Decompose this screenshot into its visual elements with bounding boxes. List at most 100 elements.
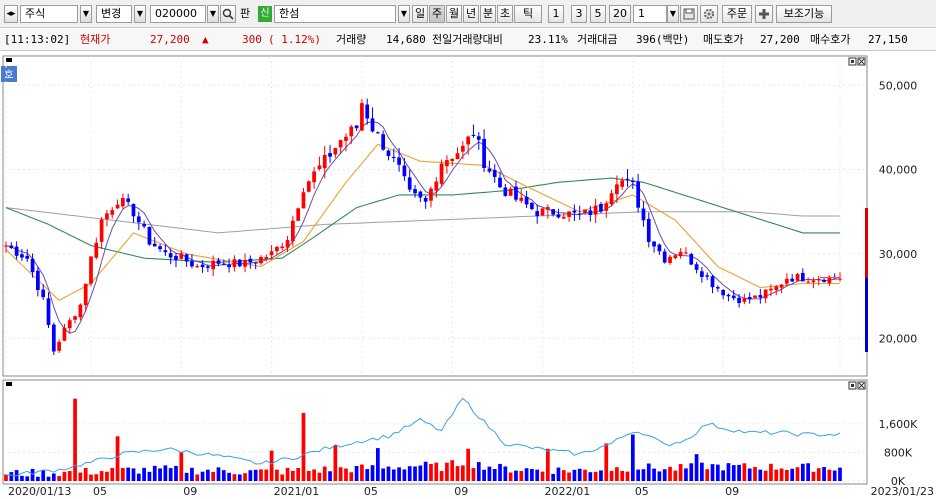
volume-bar xyxy=(296,468,301,481)
candle-body xyxy=(535,211,540,217)
volume-value: 14,680 xyxy=(386,33,426,46)
candle-body xyxy=(673,255,678,259)
candle xyxy=(445,155,449,174)
volume-bar xyxy=(163,465,168,481)
volume-bar xyxy=(646,463,651,481)
candle xyxy=(514,180,518,202)
volume-bar xyxy=(636,469,640,481)
volume-bar xyxy=(62,471,67,481)
time-tick-label: 05 xyxy=(635,485,649,498)
candle xyxy=(78,303,83,321)
candle-body xyxy=(445,160,449,167)
candle xyxy=(237,259,242,268)
candle xyxy=(572,204,577,222)
add-plus-icon[interactable] xyxy=(755,5,773,23)
code-dropdown-icon[interactable]: ▼ xyxy=(207,5,219,23)
gear-icon[interactable] xyxy=(700,5,718,23)
volume-bar xyxy=(795,467,800,481)
volume-bar xyxy=(349,472,354,481)
candle xyxy=(460,141,465,160)
candle xyxy=(630,177,635,189)
volume-bar xyxy=(715,464,720,481)
candle xyxy=(402,157,407,181)
candle xyxy=(508,186,513,196)
candle-body xyxy=(684,252,688,254)
corner-tag[interactable] xyxy=(1,66,17,82)
period-day-button[interactable]: 일 xyxy=(412,5,428,23)
price-volume-chart[interactable]: 호 50,000 40,000 30,000 20,000 1,600K 800K 0K 2… xyxy=(0,52,936,499)
scroll-arrows-icon[interactable]: ◂▸ xyxy=(4,5,18,23)
candle-body xyxy=(646,218,651,242)
candle-body xyxy=(476,136,481,140)
candle-body xyxy=(498,177,502,188)
count-dropdown-icon[interactable]: ▼ xyxy=(667,5,679,23)
candle-body xyxy=(360,103,364,131)
stock-code-input[interactable]: 020000 xyxy=(150,5,206,23)
candle xyxy=(492,164,497,183)
time-tick-label: 05 xyxy=(93,485,107,498)
market-dropdown-icon[interactable]: ▼ xyxy=(80,5,92,23)
volume-bar xyxy=(556,467,561,481)
candle-body xyxy=(30,258,35,273)
candle-body xyxy=(264,256,269,259)
candle-body xyxy=(806,281,810,283)
candle xyxy=(551,209,556,217)
candle xyxy=(131,203,136,223)
price-tick-label: 40,000 xyxy=(879,164,918,177)
order-button[interactable]: 주문 xyxy=(722,5,752,23)
period-minute-button[interactable]: 분 xyxy=(480,5,496,23)
name-dropdown-icon[interactable]: ▼ xyxy=(398,5,410,23)
candle xyxy=(498,171,502,189)
aux-function-button[interactable]: 보조기능 xyxy=(776,5,832,23)
candle xyxy=(407,169,412,193)
period-month-button[interactable]: 월 xyxy=(446,5,462,23)
volume-bar xyxy=(705,469,710,481)
candle-body xyxy=(206,266,210,268)
candle xyxy=(429,186,433,208)
mode-dropdown-icon[interactable]: ▼ xyxy=(134,5,146,23)
mode-select[interactable]: 변경 xyxy=(96,5,132,23)
candle-body xyxy=(200,264,205,268)
interval-5-button[interactable]: 5 xyxy=(590,5,606,23)
volume-bar xyxy=(774,469,779,481)
period-week-button[interactable]: 주 xyxy=(429,5,445,23)
volume-panel-window-icons[interactable] xyxy=(848,381,866,390)
candle-body xyxy=(391,156,396,158)
candle xyxy=(375,131,380,134)
volume-bar xyxy=(232,474,237,481)
candle-body xyxy=(816,279,821,281)
candle-body xyxy=(121,198,125,207)
period-second-button[interactable]: 초 xyxy=(497,5,513,23)
candle xyxy=(476,131,481,150)
save-icon[interactable] xyxy=(680,5,698,23)
candle xyxy=(105,209,109,227)
interval-3-button[interactable]: 3 xyxy=(571,5,587,23)
candle-body xyxy=(779,284,784,288)
candle-body xyxy=(503,187,508,196)
count-input[interactable]: 1 xyxy=(633,5,667,23)
volume-bar xyxy=(482,469,486,481)
price-panel-window-icons[interactable] xyxy=(848,57,866,66)
search-icon[interactable] xyxy=(220,5,236,23)
candle-body xyxy=(275,246,279,252)
period-tick-button[interactable]: 틱 xyxy=(514,5,542,23)
candle xyxy=(795,272,800,282)
period-year-button[interactable]: 년 xyxy=(463,5,479,23)
volume-bar xyxy=(126,467,131,481)
candle-body xyxy=(593,205,598,215)
volume-bar xyxy=(275,469,279,481)
volume-bar xyxy=(806,463,810,481)
candle xyxy=(370,107,375,133)
market-select[interactable]: 주식 xyxy=(20,5,78,23)
candle xyxy=(471,124,476,138)
volume-bar xyxy=(407,466,412,481)
candle xyxy=(264,254,269,262)
chart-area[interactable]: 호 50,000 40,000 30,000 20,000 1,600K 800K 0K 2… xyxy=(0,52,936,499)
volume-bar xyxy=(551,473,556,481)
interval-20-button[interactable]: 20 xyxy=(609,5,631,23)
volume-bar xyxy=(322,466,327,481)
candle xyxy=(530,202,534,211)
pan-label[interactable]: 판 xyxy=(240,7,251,20)
candle-body xyxy=(370,118,375,132)
interval-1-button[interactable]: 1 xyxy=(548,5,564,23)
